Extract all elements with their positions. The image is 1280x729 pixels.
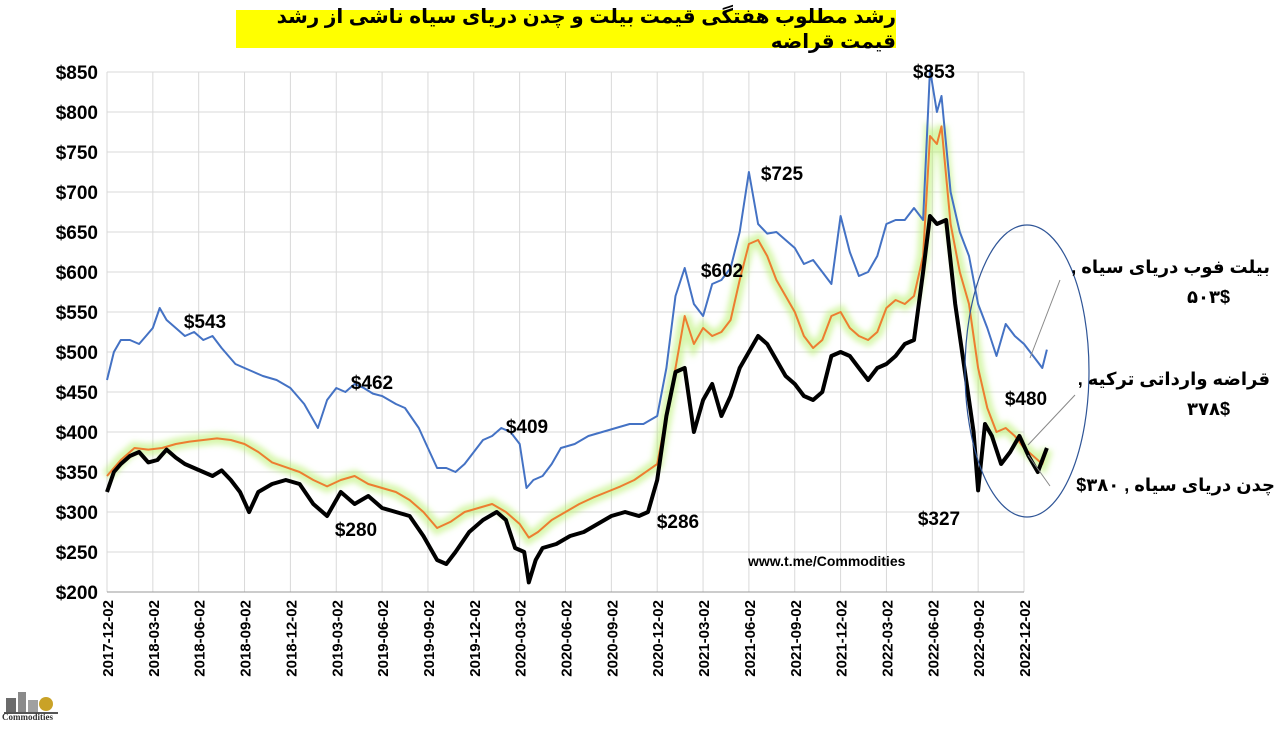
x-tick-label: 2021-03-02: [696, 600, 713, 677]
x-tick-label: 2019-06-02: [375, 600, 392, 677]
y-axis: $200 $250 $300 $350 $400 $450 $500 $550 $600 $650…: [56, 63, 98, 604]
label-scrap: قراضه وارداتی ترکیه , ۳۷۸$: [1060, 364, 1270, 424]
y-tick-label: $250: [56, 543, 98, 564]
data-label: $543: [184, 312, 226, 333]
channel-url: www.t.me/Commodities: [748, 553, 906, 569]
commodities-logo-icon: [4, 692, 58, 714]
x-tick-label: 2017-12-02: [100, 600, 117, 677]
y-tick-label: $600: [56, 263, 98, 284]
x-tick-label: 2021-12-02: [834, 600, 851, 677]
y-tick-label: $200: [56, 583, 98, 604]
x-tick-label: 2022-03-02: [879, 600, 896, 677]
leader-line-pigiron: [1027, 454, 1051, 487]
y-tick-label: $700: [56, 183, 98, 204]
scrap-glow: [102, 120, 1053, 546]
series-line-billet: [106, 68, 1048, 489]
y-tick-label: $450: [56, 383, 98, 404]
grid-lines: [106, 71, 1025, 593]
x-tick-label: 2022-06-02: [925, 600, 942, 677]
x-tick-label: 2018-12-02: [283, 600, 300, 677]
leader-line-scrap: [1027, 394, 1076, 446]
x-axis: 2017-12-02 2018-03-02 2018-06-02 2018-09-02…: [100, 591, 1034, 677]
x-tick-label: 2022-12-02: [1017, 600, 1034, 677]
y-tick-label: $850: [56, 63, 98, 84]
data-label: $480: [1005, 389, 1047, 410]
y-tick-label: $650: [56, 223, 98, 244]
data-label: $409: [506, 417, 548, 438]
label-billet-value: ۵۰۳$: [1187, 287, 1230, 307]
y-tick-label: $300: [56, 503, 98, 524]
y-tick-label: $350: [56, 463, 98, 484]
y-tick-label: $400: [56, 423, 98, 444]
x-tick-label: 2019-09-02: [421, 600, 438, 677]
x-tick-label: 2018-06-02: [192, 600, 209, 677]
x-tick-label: 2020-06-02: [559, 600, 576, 677]
x-tick-label: 2019-03-02: [329, 600, 346, 677]
data-label: $286: [657, 512, 699, 533]
series-line-pigiron: [105, 214, 1049, 585]
data-label: $602: [701, 261, 743, 282]
y-tick-label: $750: [56, 143, 98, 164]
leader-line-billet: [1029, 279, 1061, 359]
x-tick-label: 2018-03-02: [146, 600, 163, 677]
series-lines: [102, 68, 1053, 585]
data-annotations: $543 $462 $280 $409 $286 $602 $725 $853 $480 $327: [184, 62, 1047, 541]
data-label: $725: [761, 164, 804, 185]
logo-text: Commodities: [2, 712, 53, 722]
label-scrap-value: ۳۷۸$: [1187, 399, 1230, 419]
y-tick-label: $800: [56, 103, 98, 124]
x-tick-label: 2020-09-02: [604, 600, 621, 677]
data-label: $327: [918, 509, 960, 530]
x-tick-label: 2021-09-02: [788, 600, 805, 677]
y-tick-label: $500: [56, 343, 98, 364]
data-label: $853: [913, 62, 955, 83]
chart-title: رشد مطلوب هفتگی قیمت بیلت و چدن دریای سی…: [236, 6, 896, 53]
label-scrap-name: قراضه وارداتی ترکیه ,: [1077, 369, 1270, 389]
x-tick-label: 2018-09-02: [238, 600, 255, 677]
x-tick-label: 2020-12-02: [650, 600, 667, 677]
data-label: $280: [335, 520, 377, 541]
label-pigiron: چدن دریای سیاه , ۳۸۰$: [1076, 475, 1275, 495]
label-billet: بیلت فوب دریای سیاه , ۵۰۳$: [1060, 252, 1270, 312]
highlight-ellipse: [964, 224, 1090, 518]
x-tick-label: 2022-09-02: [971, 600, 988, 677]
x-tick-label: 2021-06-02: [742, 600, 759, 677]
x-tick-label: 2020-03-02: [513, 600, 530, 677]
data-label: $462: [351, 373, 393, 394]
x-tick-label: 2019-12-02: [467, 600, 484, 677]
series-line-scrap: [106, 125, 1048, 539]
label-billet-name: بیلت فوب دریای سیاه ,: [1071, 257, 1270, 277]
y-tick-label: $550: [56, 303, 98, 324]
